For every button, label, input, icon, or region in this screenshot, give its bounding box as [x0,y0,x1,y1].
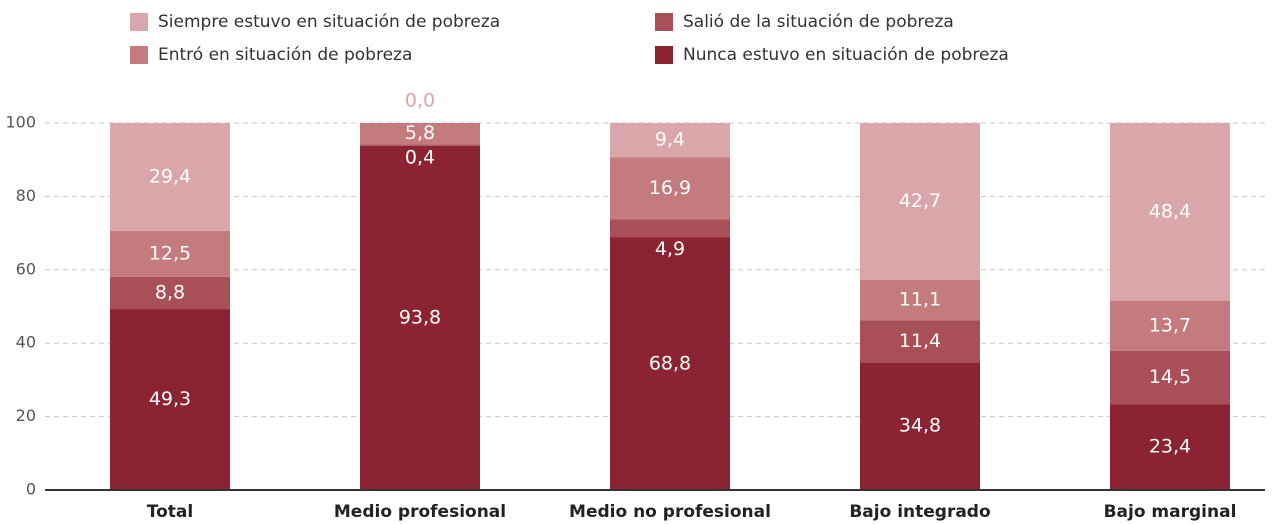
legend-swatch [130,46,148,64]
value-label: 5,8 [405,122,435,144]
bar-segment [1110,300,1230,351]
value-label: 0,4 [405,146,435,168]
value-label: 4,9 [655,238,685,260]
bar-segment [110,123,230,231]
value-label: 23,4 [1149,436,1191,458]
legend-label: Nunca estuvo en situación de pobreza [683,45,1009,65]
x-tick-label: Medio profesional [334,502,506,522]
value-label: 48,4 [1149,200,1191,222]
value-label: 0,0 [405,90,435,112]
y-tick-label: 100 [5,113,36,132]
value-label: 42,7 [899,190,941,212]
bar-segment [860,320,980,363]
bar-segment [360,123,480,145]
value-label: 34,8 [899,415,941,437]
bar-segment [1110,404,1230,490]
value-label: 68,8 [649,352,691,374]
bar-segment [110,276,230,310]
bar-segment [860,279,980,321]
bar-segment [610,237,730,490]
value-label: 93,8 [399,306,441,328]
bar-segment [360,144,480,146]
value-label: 8,8 [155,281,185,303]
y-tick-label: 20 [16,406,36,425]
y-tick-label: 0 [26,480,36,499]
x-tick-label: Medio no profesional [569,502,771,522]
bar-segment [610,219,730,238]
value-label: 13,7 [1149,314,1191,336]
x-tick-label: Total [147,502,193,522]
bar-segment [610,123,730,158]
bar-segment [860,123,980,280]
legend-swatch [130,13,148,31]
legend-label: Salió de la situación de pobreza [683,12,954,32]
bar-segment [110,309,230,490]
legend-swatch [655,46,673,64]
value-label: 16,9 [649,177,691,199]
bar-segment [860,362,980,490]
bar-segment [1110,350,1230,405]
y-tick-label: 60 [16,259,36,278]
legend-label: Entró en situación de pobreza [158,45,412,65]
value-label: 49,3 [149,388,191,410]
value-label: 29,4 [149,165,191,187]
value-label: 9,4 [655,129,685,151]
y-tick-label: 40 [16,333,36,352]
value-label: 12,5 [149,242,191,264]
value-label: 11,4 [899,330,941,352]
value-label: 11,1 [899,289,941,311]
bar-segment [1110,123,1230,301]
legend-label: Siempre estuvo en situación de pobreza [158,12,500,32]
bar-segment [610,157,730,220]
legend-swatch [655,13,673,31]
x-tick-label: Bajo marginal [1104,502,1237,522]
x-tick-label: Bajo integrado [849,502,990,522]
bar-segment [110,230,230,277]
value-label: 14,5 [1149,366,1191,388]
bar-segment [360,145,480,490]
y-tick-label: 80 [16,186,36,205]
